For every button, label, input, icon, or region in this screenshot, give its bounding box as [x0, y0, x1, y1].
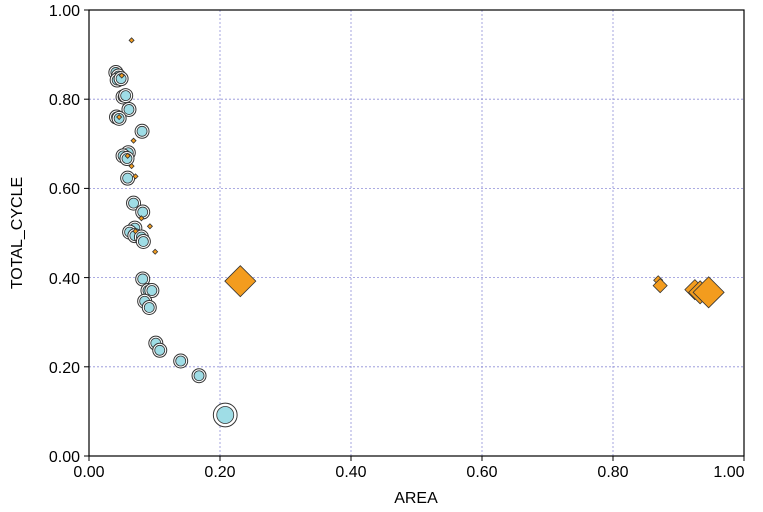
- circle-point: [137, 126, 147, 136]
- y-tick-label: 0.60: [49, 181, 80, 198]
- circle-point: [217, 406, 234, 423]
- diamond-point: [225, 266, 256, 297]
- circle-point: [176, 356, 186, 366]
- diamond-point: [153, 249, 158, 254]
- circle-point: [138, 207, 148, 217]
- circle-point: [147, 286, 157, 296]
- y-tick-label: 0.40: [49, 271, 80, 288]
- plot-frame: [89, 10, 744, 456]
- circle-point: [121, 91, 131, 101]
- diamond-point: [147, 224, 152, 229]
- y-tick-label: 0.20: [49, 360, 80, 377]
- circle-point: [124, 104, 134, 114]
- x-axis-title: AREA: [394, 490, 438, 507]
- data-points: [109, 38, 724, 427]
- circle-point: [194, 371, 204, 381]
- grid-lines: [89, 10, 744, 456]
- circle-point: [138, 236, 148, 246]
- diamond-point: [131, 138, 136, 143]
- x-tick-label: 0.20: [204, 464, 235, 481]
- circle-point: [138, 274, 148, 284]
- y-tick-label: 0.80: [49, 92, 80, 109]
- diamond-point: [693, 277, 724, 308]
- diamond-point: [129, 38, 134, 43]
- y-tick-label: 1.00: [49, 3, 80, 20]
- circle-point: [144, 302, 154, 312]
- x-tick-label: 0.00: [73, 464, 104, 481]
- x-tick-label: 0.40: [335, 464, 366, 481]
- x-tick-label: 1.00: [713, 464, 744, 481]
- circle-point: [123, 173, 133, 183]
- axis-ticks: [84, 10, 744, 461]
- x-tick-label: 0.80: [597, 464, 628, 481]
- y-axis-title: TOTAL_CYCLE: [9, 177, 26, 289]
- circle-point: [129, 198, 139, 208]
- circle-point: [155, 345, 165, 355]
- x-tick-label: 0.60: [466, 464, 497, 481]
